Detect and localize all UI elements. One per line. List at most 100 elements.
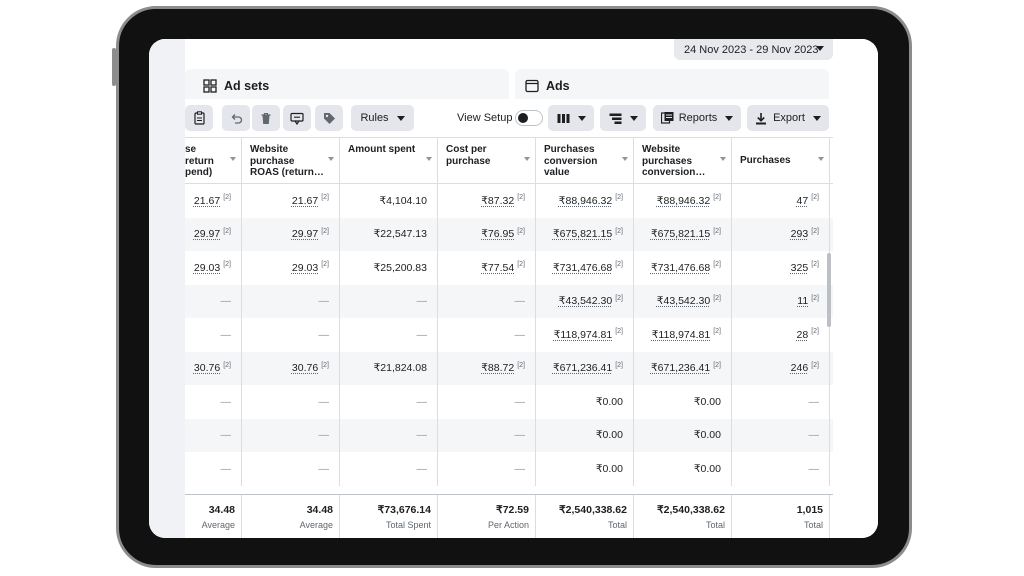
- cell-value: 246: [790, 362, 809, 375]
- footnote-marker: [2]: [615, 361, 623, 369]
- column-header-label: se return pend): [185, 144, 214, 178]
- cell-value: —: [514, 395, 526, 408]
- cell-value: —: [220, 462, 232, 475]
- export-dropdown[interactable]: Export: [747, 105, 829, 131]
- table-row[interactable]: — — — — ₹118,974.81 [2] ₹118,974.81 [2] 28 [2]: [185, 318, 833, 352]
- cell-value: 29.03: [291, 261, 319, 274]
- chevron-down-icon: [725, 115, 734, 121]
- table-cell: 29.97 [2]: [242, 217, 340, 251]
- column-header-purchases-conversion-value[interactable]: Purchases conversion value: [536, 138, 634, 183]
- table-row[interactable]: — — — — ₹43,542.30 [2] ₹43,542.30 [2] 11 [2]: [185, 284, 833, 318]
- cell-value: ₹25,200.83: [373, 261, 427, 274]
- column-header-purchases[interactable]: Purchases: [732, 138, 830, 183]
- footnote-marker: [2]: [223, 227, 231, 235]
- cell-value: ₹88,946.32: [558, 194, 613, 207]
- cell-value: ₹87.32: [481, 194, 515, 207]
- cell-value: —: [220, 295, 232, 308]
- vertical-scrollbar[interactable]: [827, 253, 831, 327]
- cell-value: 29.03: [193, 261, 221, 274]
- cell-value: ₹731,476.68: [650, 261, 711, 274]
- cell-value: 21.67: [291, 194, 319, 207]
- chevron-down-icon: [816, 46, 824, 51]
- tag-button[interactable]: [315, 105, 343, 131]
- cell-value: 21.67: [193, 194, 221, 207]
- column-header-amount-spent[interactable]: Amount spent: [340, 138, 438, 183]
- table-row[interactable]: — — — — ₹0.00 ₹0.00 —: [185, 385, 833, 419]
- footnote-marker: [2]: [321, 261, 329, 269]
- columns-dropdown[interactable]: [548, 105, 594, 131]
- table-row[interactable]: 30.76 [2] 30.76 [2] ₹21,824.08 ₹88.72 [2] ₹671,…: [185, 351, 833, 385]
- table-cell: ₹76.95 [2]: [438, 217, 536, 251]
- cell-value: —: [808, 395, 820, 408]
- table-cell: ₹77.54 [2]: [438, 251, 536, 285]
- footnote-marker: [2]: [713, 261, 721, 269]
- table-cell: 28 [2]: [732, 318, 830, 352]
- reports-dropdown[interactable]: Reports: [653, 105, 741, 131]
- table-cell: ₹22,547.13: [340, 217, 438, 251]
- tab-ads[interactable]: Ads: [515, 69, 829, 103]
- table-cell: ₹87.32 [2]: [438, 184, 536, 218]
- tag-icon: [323, 112, 335, 124]
- table-row[interactable]: — — — — ₹0.00 ₹0.00 —: [185, 452, 833, 486]
- table-row[interactable]: 29.03 [2] 29.03 [2] ₹25,200.83 ₹77.54 [2] ₹731,…: [185, 251, 833, 285]
- cell-value: ₹43,542.30: [656, 295, 711, 308]
- table-cell: —: [242, 385, 340, 419]
- cell-value: —: [318, 462, 330, 475]
- tablet-side-button: [112, 48, 116, 86]
- toolbar: Rules View Setup: [185, 99, 833, 137]
- table-row[interactable]: 29.97 [2] 29.97 [2] ₹22,547.13 ₹76.95 [2] ₹675,…: [185, 217, 833, 251]
- view-setup-toggle[interactable]: [515, 110, 543, 126]
- rules-label: Rules: [360, 112, 389, 124]
- cell-value: 325: [790, 261, 809, 274]
- cell-value: —: [808, 462, 820, 475]
- table-cell: ₹731,476.68 [2]: [536, 251, 634, 285]
- table-cell: —: [242, 418, 340, 452]
- reports-icon: [660, 112, 674, 124]
- ads-icon: [525, 79, 539, 93]
- total-value: ₹72.59: [496, 504, 529, 516]
- table-cell: ₹88,946.32 [2]: [536, 184, 634, 218]
- footnote-marker: [2]: [811, 294, 819, 302]
- column-header-roas-truncated[interactable]: se return pend): [185, 138, 242, 183]
- rules-dropdown[interactable]: Rules: [351, 105, 414, 131]
- cell-value: ₹0.00: [595, 429, 623, 442]
- column-header-cost-per-purchase[interactable]: Cost per purchase: [438, 138, 536, 183]
- cell-value: —: [514, 295, 526, 308]
- sort-icon: [426, 157, 432, 161]
- sort-icon: [328, 157, 334, 161]
- cell-value: ₹0.00: [693, 462, 721, 475]
- column-header-label: Website purchases conversion…: [642, 144, 706, 178]
- edit-tag-button[interactable]: [283, 105, 311, 131]
- cell-value: ₹671,236.41: [650, 362, 711, 375]
- cell-value: ₹76.95: [481, 228, 515, 241]
- undo-button[interactable]: [222, 105, 250, 131]
- table-cell: —: [340, 284, 438, 318]
- column-header-website-purchases-conversion[interactable]: Website purchases conversion…: [634, 138, 732, 183]
- date-range-picker[interactable]: 24 Nov 2023 - 29 Nov 2023: [674, 39, 833, 60]
- table-cell: ₹731,476.68 [2]: [634, 251, 732, 285]
- table-cell: ₹25,200.83: [340, 251, 438, 285]
- table-cell: —: [438, 385, 536, 419]
- column-header-label: Purchases: [740, 155, 791, 166]
- tab-ad-sets[interactable]: Ad sets: [185, 69, 509, 103]
- cell-value: —: [220, 328, 232, 341]
- footnote-marker: [2]: [517, 361, 525, 369]
- cell-value: —: [514, 328, 526, 341]
- cell-value: ₹22,547.13: [373, 228, 427, 241]
- table-cell: —: [242, 452, 340, 486]
- breakdown-dropdown[interactable]: [600, 105, 646, 131]
- delete-button[interactable]: [252, 105, 280, 131]
- footnote-marker: [2]: [615, 328, 623, 336]
- table-row[interactable]: — — — — ₹0.00 ₹0.00 —: [185, 418, 833, 452]
- total-label: Total: [803, 520, 823, 530]
- column-header-website-purchase-roas[interactable]: Website purchase ROAS (return…: [242, 138, 340, 183]
- trash-icon: [261, 112, 271, 124]
- table-row[interactable]: 21.67 [2] 21.67 [2] ₹4,104.10 ₹87.32 [2] ₹88,94…: [185, 184, 833, 218]
- cell-value: ₹118,974.81: [553, 328, 613, 341]
- date-range-label: 24 Nov 2023 - 29 Nov 2023: [684, 43, 819, 56]
- totals-row: 34.48 Average 34.48 Average ₹73,676.14 T…: [185, 494, 833, 538]
- total-value: ₹2,540,338.62: [657, 504, 725, 516]
- table-cell: —: [185, 418, 242, 452]
- footnote-marker: [2]: [713, 227, 721, 235]
- clipboard-button[interactable]: [185, 105, 213, 131]
